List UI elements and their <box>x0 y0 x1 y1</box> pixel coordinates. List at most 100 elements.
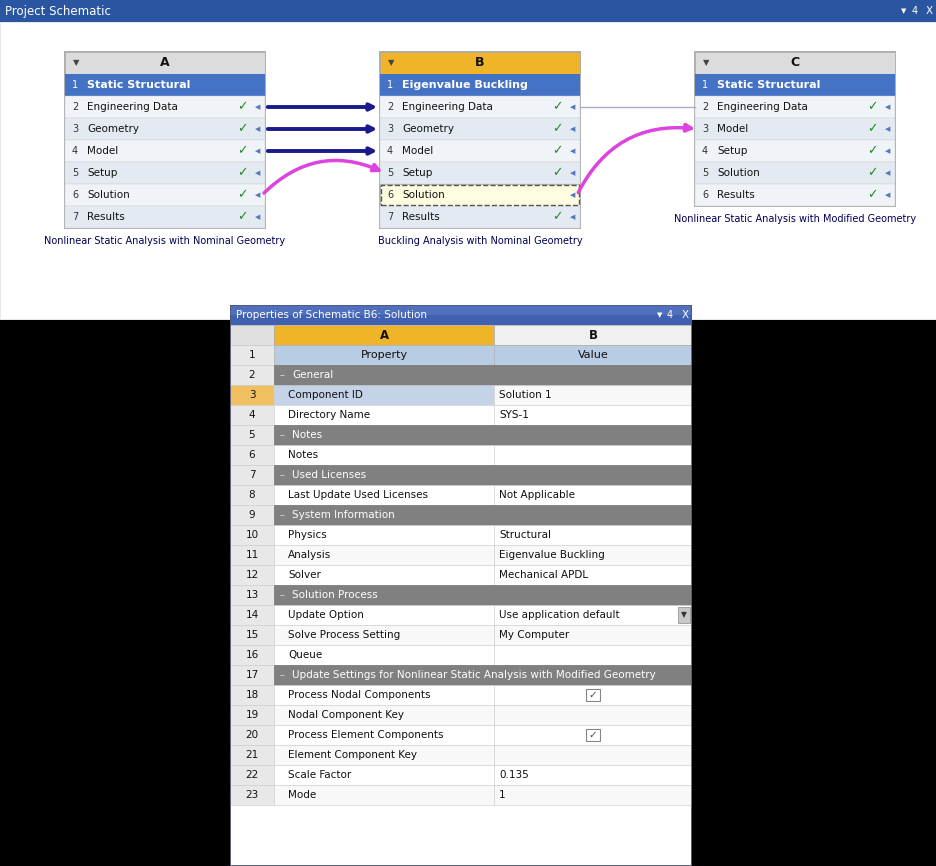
Bar <box>64 51 266 229</box>
Bar <box>65 162 265 184</box>
Bar <box>65 184 265 206</box>
Text: ◀: ◀ <box>885 104 889 110</box>
Text: ✓: ✓ <box>588 690 597 700</box>
Text: ✓: ✓ <box>551 100 562 113</box>
Text: ◀: ◀ <box>255 148 260 154</box>
Bar <box>229 645 273 665</box>
Text: 17: 17 <box>245 670 258 680</box>
Bar <box>493 745 692 765</box>
Text: ✓: ✓ <box>866 145 876 158</box>
Bar <box>273 725 493 745</box>
Bar <box>273 765 493 785</box>
Bar <box>493 445 692 465</box>
Bar <box>273 545 493 565</box>
Text: Nodal Component Key: Nodal Component Key <box>287 710 403 720</box>
Text: A: A <box>379 328 388 341</box>
Text: 3: 3 <box>387 124 393 134</box>
Text: –: – <box>280 510 285 520</box>
Text: Structural: Structural <box>499 530 550 540</box>
Text: 2: 2 <box>248 370 255 380</box>
Text: 0.135: 0.135 <box>499 770 528 780</box>
Bar <box>493 385 692 405</box>
Bar <box>493 485 692 505</box>
Bar <box>229 605 273 625</box>
Text: 4: 4 <box>701 146 708 156</box>
Text: SYS-1: SYS-1 <box>499 410 528 420</box>
Bar <box>65 206 265 228</box>
Text: 7: 7 <box>72 212 79 222</box>
Text: Project Schematic: Project Schematic <box>5 4 110 17</box>
Text: General: General <box>292 370 333 380</box>
Bar <box>273 505 692 525</box>
Text: 3: 3 <box>72 124 78 134</box>
Text: ▼: ▼ <box>657 312 662 318</box>
Text: ◀: ◀ <box>885 126 889 132</box>
Bar <box>229 565 273 585</box>
Bar <box>493 405 692 425</box>
Bar <box>229 405 273 425</box>
Bar <box>273 605 493 625</box>
Text: 1: 1 <box>72 80 78 90</box>
Bar <box>493 345 692 365</box>
Text: 4: 4 <box>911 6 917 16</box>
Text: ◀: ◀ <box>255 192 260 198</box>
Bar <box>585 689 599 701</box>
Text: ◀: ◀ <box>569 104 575 110</box>
Text: 14: 14 <box>245 610 258 620</box>
Bar <box>65 96 265 118</box>
Bar <box>229 385 273 405</box>
Text: Setup: Setup <box>402 168 431 178</box>
Text: ✓: ✓ <box>237 210 247 223</box>
Bar <box>65 140 265 162</box>
Text: 6: 6 <box>387 190 393 200</box>
Bar <box>493 725 692 745</box>
Bar <box>229 545 273 565</box>
Text: –: – <box>280 430 285 440</box>
Bar <box>493 605 692 625</box>
Bar <box>65 118 265 140</box>
Text: Scale Factor: Scale Factor <box>287 770 351 780</box>
Text: Setup: Setup <box>87 168 117 178</box>
Bar <box>229 485 273 505</box>
Bar <box>229 725 273 745</box>
Bar <box>229 685 273 705</box>
Text: 2: 2 <box>387 102 393 112</box>
Text: Setup: Setup <box>716 146 747 156</box>
Text: 16: 16 <box>245 650 258 660</box>
Text: –: – <box>280 470 285 480</box>
Bar <box>695 140 894 162</box>
Text: A: A <box>160 56 169 69</box>
Text: 1: 1 <box>248 350 255 360</box>
Text: 1: 1 <box>701 80 708 90</box>
Bar <box>229 325 273 345</box>
Text: ✓: ✓ <box>866 166 876 179</box>
Text: Notes: Notes <box>292 430 322 440</box>
Text: ◀: ◀ <box>255 170 260 176</box>
Text: ◀: ◀ <box>569 170 575 176</box>
Bar <box>273 405 493 425</box>
Text: –: – <box>280 370 285 380</box>
Bar <box>273 345 493 365</box>
Text: –: – <box>280 670 285 680</box>
Text: Eigenvalue Buckling: Eigenvalue Buckling <box>499 550 604 560</box>
Bar <box>380 96 579 118</box>
Text: ✓: ✓ <box>237 100 247 113</box>
Text: Model: Model <box>87 146 118 156</box>
Text: 5: 5 <box>701 168 708 178</box>
Bar <box>0 0 936 22</box>
Bar <box>695 74 894 96</box>
Text: ◀: ◀ <box>255 214 260 220</box>
Text: 5: 5 <box>248 430 255 440</box>
Text: Results: Results <box>402 212 439 222</box>
Text: 2: 2 <box>72 102 79 112</box>
Text: X: X <box>925 6 931 16</box>
Text: Engineering Data: Engineering Data <box>402 102 492 112</box>
Text: Directory Name: Directory Name <box>287 410 370 420</box>
Text: Value: Value <box>577 350 607 360</box>
Text: B: B <box>588 328 597 341</box>
Text: 6: 6 <box>701 190 708 200</box>
Text: 6: 6 <box>248 450 255 460</box>
Text: ▼: ▼ <box>702 59 709 68</box>
Text: Analysis: Analysis <box>287 550 331 560</box>
Text: ▼: ▼ <box>900 8 906 14</box>
